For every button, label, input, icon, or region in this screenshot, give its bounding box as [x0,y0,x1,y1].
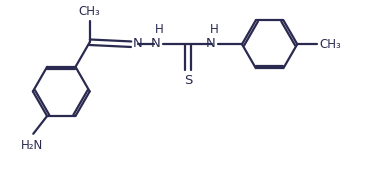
Text: N: N [151,37,160,50]
Text: S: S [184,74,192,87]
Text: CH₃: CH₃ [319,38,341,51]
Text: H: H [210,23,219,36]
Text: N: N [133,37,142,50]
Text: N: N [206,37,215,50]
Text: H₂N: H₂N [21,139,44,152]
Text: H: H [155,23,164,36]
Text: CH₃: CH₃ [79,5,101,18]
